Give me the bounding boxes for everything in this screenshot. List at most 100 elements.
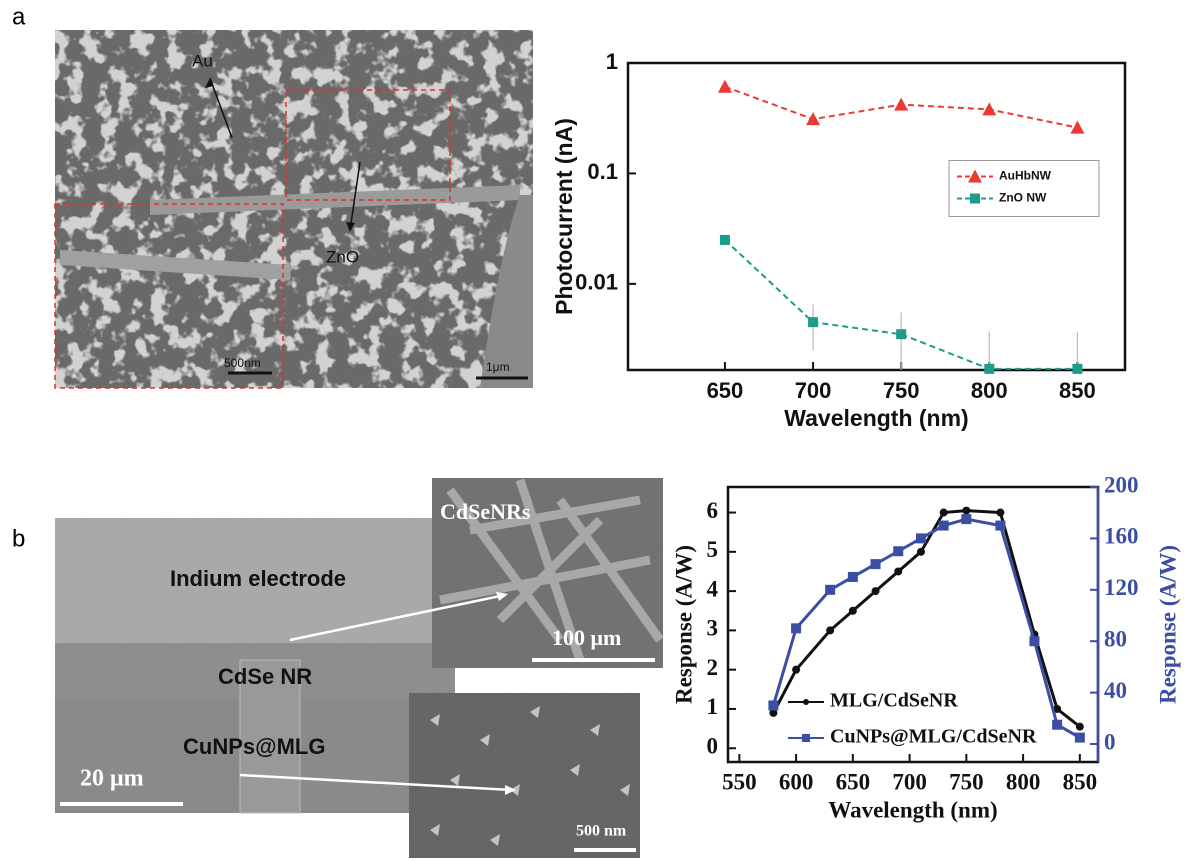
data-point — [1052, 719, 1063, 730]
sem-image-a: Au ZnO 500nm 1μm — [54, 30, 533, 389]
data-point — [871, 587, 880, 596]
scale-label: 1μm — [486, 360, 510, 374]
y-tick-label: 5 — [707, 537, 719, 562]
y2-tick-label: 200 — [1104, 472, 1139, 497]
data-point — [791, 623, 802, 634]
y-tick-label: 0.01 — [575, 270, 618, 295]
x-tick-label: 800 — [971, 378, 1008, 403]
y-tick-label: 0.1 — [587, 159, 618, 184]
legend-marker — [803, 699, 809, 705]
image-label: Au — [192, 51, 213, 70]
data-point — [769, 708, 778, 717]
image-label: ZnO — [326, 247, 359, 266]
y-tick-label: 4 — [707, 576, 719, 601]
data-point — [894, 97, 909, 111]
data-point — [894, 567, 903, 576]
data-point — [826, 626, 835, 635]
legend-label: MLG/CdSeNR — [830, 690, 958, 712]
data-point — [719, 234, 730, 245]
data-point — [1075, 722, 1084, 731]
data-point — [962, 506, 971, 515]
x-tick-label: 850 — [1059, 378, 1096, 403]
y-axis-label: Response (A/W) — [671, 545, 696, 704]
y2-tick-label: 40 — [1104, 678, 1127, 703]
x-tick-label: 700 — [795, 378, 832, 403]
data-point — [848, 606, 857, 615]
data-point — [1029, 636, 1040, 647]
scale-label: 500nm — [224, 356, 261, 370]
x-tick-label: 800 — [1006, 769, 1041, 794]
y-tick-label: 3 — [707, 616, 719, 641]
data-point — [915, 533, 926, 544]
x-axis-label: Wavelength (nm) — [784, 405, 968, 431]
data-point — [893, 546, 904, 557]
x-tick-label: 650 — [707, 378, 744, 403]
x-axis-label: Wavelength (nm) — [828, 797, 997, 822]
data-point — [808, 317, 819, 328]
legend-label: ZnO NW — [999, 191, 1047, 205]
data-point — [1074, 732, 1085, 743]
scale-label: 20 μm — [80, 766, 144, 792]
data-point — [870, 559, 881, 570]
image-label: CdSe NR — [218, 664, 312, 689]
data-point — [995, 520, 1006, 531]
pointer-arrow — [239, 773, 513, 792]
panel-label: b — [12, 525, 25, 552]
x-tick-label: 700 — [892, 769, 927, 794]
y2-tick-label: 80 — [1104, 626, 1127, 651]
y-tick-label: 6 — [707, 498, 719, 523]
data-point — [938, 520, 949, 531]
scale-label: 500 nm — [576, 823, 627, 840]
sem-image-b: Indium electrode CdSe NR CuNPs@MLG 20 μm — [55, 518, 455, 814]
sem-inset-bottom: 500 nm — [409, 693, 640, 858]
x-tick-label: 750 — [949, 769, 984, 794]
sem-inset-top: CdSeNRs 100 μm — [432, 478, 664, 668]
y2-tick-label: 160 — [1104, 524, 1139, 549]
y2-tick-label: 120 — [1104, 575, 1139, 600]
plot-frame — [726, 485, 1100, 764]
data-point — [847, 571, 858, 582]
image-label: Indium electrode — [170, 566, 346, 591]
data-point — [896, 329, 907, 340]
x-tick-label: 750 — [883, 378, 920, 403]
data-point — [939, 508, 948, 517]
data-point — [768, 700, 779, 711]
plot-frame — [626, 61, 1127, 372]
y-tick-label: 2 — [707, 655, 719, 680]
y-tick-label: 1 — [606, 49, 618, 74]
image-label: CdSeNRs — [440, 499, 531, 524]
x-tick-label: 650 — [836, 769, 871, 794]
data-point — [717, 79, 732, 93]
data-point — [996, 508, 1005, 517]
pointer-arrow — [289, 593, 506, 642]
legend-box — [948, 160, 1100, 217]
x-tick-label: 600 — [779, 769, 814, 794]
panel-label: a — [12, 3, 26, 30]
legend-marker — [968, 169, 982, 183]
data-point — [1072, 363, 1083, 374]
scale-label: 100 μm — [552, 625, 621, 650]
data-point — [792, 665, 801, 674]
y-axis-label: Photocurrent (nA) — [551, 118, 577, 315]
data-point — [1070, 120, 1085, 134]
legend-marker — [970, 193, 980, 204]
legend-label: AuHbNW — [999, 169, 1052, 183]
legend-label: CuNPs@MLG/CdSeNR — [830, 726, 1037, 748]
y-tick-label: 0 — [707, 734, 719, 759]
data-point — [984, 363, 995, 374]
image-label: CuNPs@MLG — [183, 734, 325, 759]
data-point — [806, 112, 821, 126]
y-tick-label: 1 — [707, 694, 719, 719]
data-point — [961, 514, 972, 525]
series-line — [724, 239, 1078, 370]
x-tick-label: 550 — [722, 769, 757, 794]
y2-tick-label: 0 — [1104, 729, 1116, 754]
legend-marker — [802, 734, 810, 742]
data-point — [825, 584, 836, 595]
x-tick-label: 850 — [1063, 769, 1098, 794]
data-point — [1053, 704, 1062, 713]
data-point — [916, 547, 925, 556]
